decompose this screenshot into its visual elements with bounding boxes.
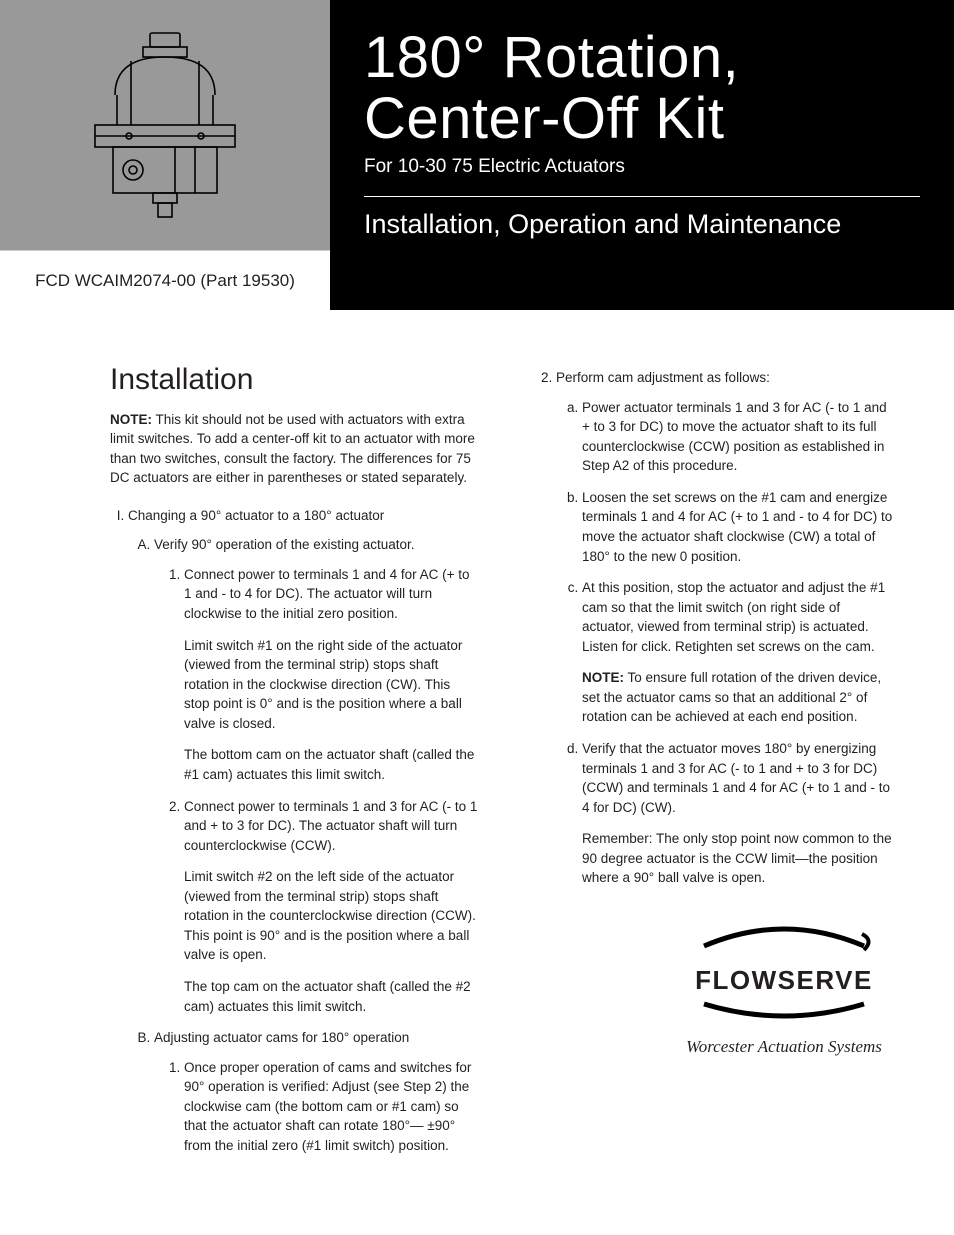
intro-note: NOTE: This kit should not be used with a…	[110, 410, 478, 488]
step-B2c-note-label: NOTE:	[582, 670, 624, 685]
installation-heading: Installation	[110, 358, 478, 402]
step-B1: Once proper operation of cams and switch…	[184, 1058, 478, 1156]
step-B2a: Power actuator terminals 1 and 3 for AC …	[582, 398, 894, 476]
brand-tagline: Worcester Actuation Systems	[674, 1035, 894, 1060]
step-I-sublist: Verify 90° operation of the existing act…	[128, 535, 478, 1155]
document-id: FCD WCAIM2074-00 (Part 19530)	[0, 250, 330, 310]
step-B2c-note: NOTE: To ensure full rotation of the dri…	[582, 668, 894, 727]
step-I: Changing a 90° actuator to a 180° actuat…	[128, 506, 478, 1156]
flowserve-arc-icon	[674, 920, 894, 956]
document-header: FCD WCAIM2074-00 (Part 19530) 180° Rotat…	[0, 0, 954, 310]
step-B: Adjusting actuator cams for 180° operati…	[154, 1028, 478, 1155]
section-title: Installation, Operation and Maintenance	[364, 209, 920, 240]
logo-area: FLOWSERVE Worcester Actuation Systems	[526, 900, 894, 1060]
main-title-line2: Center-Off Kit	[364, 89, 920, 150]
right-column: Perform cam adjustment as follows: Power…	[526, 358, 894, 1168]
step-B-sublist: Once proper operation of cams and switch…	[154, 1058, 478, 1156]
step-A2-p2: Limit switch #2 on the left side of the …	[184, 867, 478, 965]
step-B2-sublist: Power actuator terminals 1 and 3 for AC …	[556, 398, 894, 888]
step-A-label: Verify 90° operation of the existing act…	[154, 537, 415, 552]
step-A1-p1: Connect power to terminals 1 and 4 for A…	[184, 567, 470, 621]
step-B2d-p2: Remember: The only stop point now common…	[582, 829, 894, 888]
actuator-line-drawing	[55, 25, 275, 225]
step-B2c-p1: At this position, stop the actuator and …	[582, 580, 885, 654]
step-B-label: Adjusting actuator cams for 180° operati…	[154, 1030, 409, 1045]
step-A-sublist: Connect power to terminals 1 and 4 for A…	[154, 565, 478, 1016]
step-A1-p2: Limit switch #1 on the right side of the…	[184, 636, 478, 734]
step-B2-intro: Perform cam adjustment as follows:	[556, 370, 770, 385]
brand-logo: FLOWSERVE Worcester Actuation Systems	[674, 920, 894, 1059]
subtitle: For 10-30 75 Electric Actuators	[364, 156, 920, 178]
step-A2-p1: Connect power to terminals 1 and 3 for A…	[184, 799, 477, 853]
flowserve-arc-bottom-icon	[674, 1000, 894, 1020]
actuator-diagram	[0, 0, 330, 250]
left-column: Installation NOTE: This kit should not b…	[110, 358, 478, 1168]
main-title-line1: 180° Rotation,	[364, 28, 920, 89]
note-text: This kit should not be used with actuato…	[110, 412, 475, 486]
step-B2d-p1: Verify that the actuator moves 180° by e…	[582, 741, 890, 815]
title-divider	[364, 196, 920, 197]
step-A2: Connect power to terminals 1 and 3 for A…	[184, 797, 478, 1017]
step-A: Verify 90° operation of the existing act…	[154, 535, 478, 1016]
document-id-text: FCD WCAIM2074-00 (Part 19530)	[35, 271, 295, 291]
step-B2b: Loosen the set screws on the #1 cam and …	[582, 488, 894, 566]
step-B1-text: Once proper operation of cams and switch…	[184, 1060, 471, 1153]
procedure-list: Changing a 90° actuator to a 180° actuat…	[110, 506, 478, 1156]
step-A2-p3: The top cam on the actuator shaft (calle…	[184, 977, 478, 1016]
note-label: NOTE:	[110, 412, 152, 427]
step-B2c-note-text: To ensure full rotation of the driven de…	[582, 670, 881, 724]
step-B-cont-list: Perform cam adjustment as follows: Power…	[526, 368, 894, 888]
step-B2: Perform cam adjustment as follows: Power…	[556, 368, 894, 888]
step-A1: Connect power to terminals 1 and 4 for A…	[184, 565, 478, 785]
content-columns: Installation NOTE: This kit should not b…	[0, 310, 954, 1198]
step-A1-p3: The bottom cam on the actuator shaft (ca…	[184, 745, 478, 784]
step-B2a-text: Power actuator terminals 1 and 3 for AC …	[582, 400, 887, 474]
step-B2b-text: Loosen the set screws on the #1 cam and …	[582, 490, 892, 564]
header-left-column: FCD WCAIM2074-00 (Part 19530)	[0, 0, 330, 310]
step-B2d: Verify that the actuator moves 180° by e…	[582, 739, 894, 888]
step-B2c: At this position, stop the actuator and …	[582, 578, 894, 727]
brand-name: FLOWSERVE	[674, 962, 894, 1000]
step-I-label: Changing a 90° actuator to a 180° actuat…	[128, 508, 384, 523]
title-panel: 180° Rotation, Center-Off Kit For 10-30 …	[330, 0, 954, 310]
